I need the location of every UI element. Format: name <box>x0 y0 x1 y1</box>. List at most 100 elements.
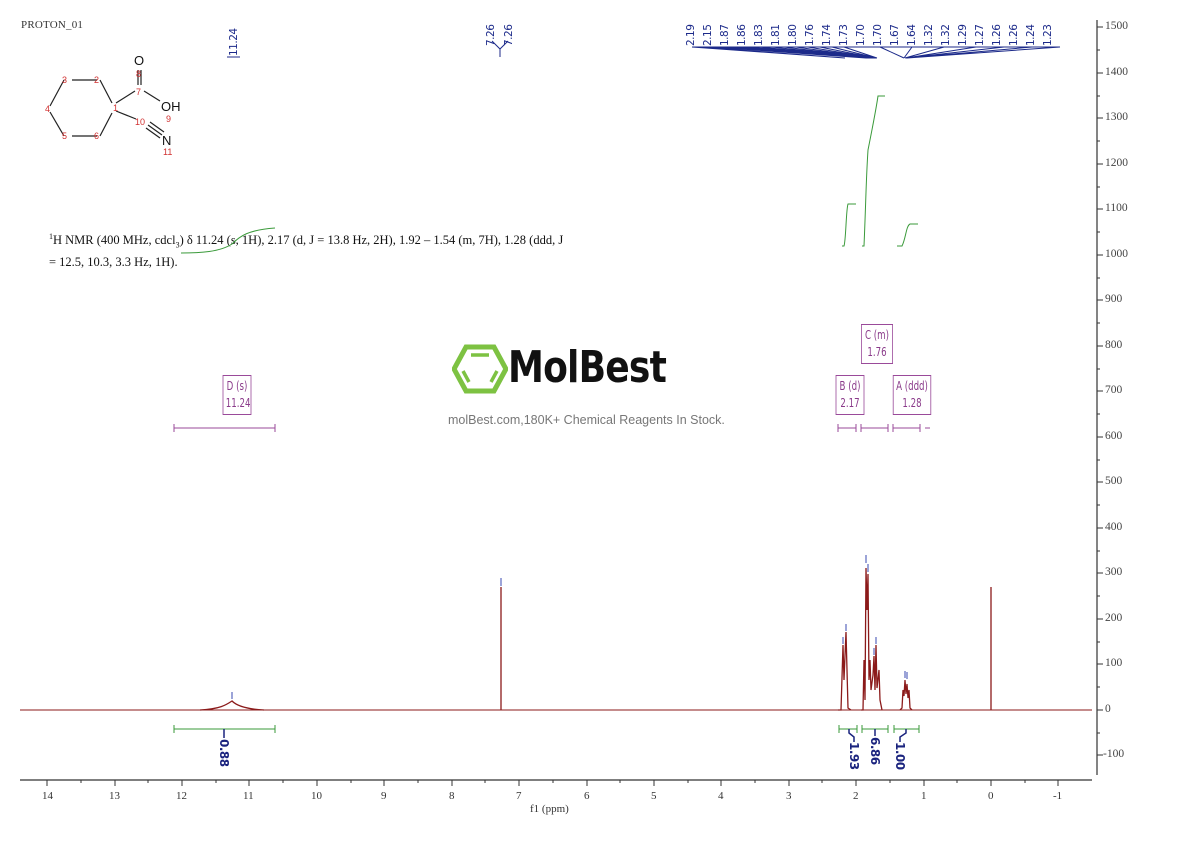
peak-label: 1.80 <box>787 24 799 46</box>
atom-label-1: 1 <box>113 103 118 113</box>
y-tick-label: 700 <box>1105 384 1123 396</box>
desc-text-a: H NMR (400 MHz, cdcl <box>53 233 176 248</box>
integral-range-brackets <box>173 725 920 733</box>
x-tick-label: 9 <box>381 790 387 802</box>
peak-label: 1.86 <box>736 24 748 46</box>
y-tick-label: 1000 <box>1105 248 1128 260</box>
multiplet-d-label: D (s) <box>226 379 248 393</box>
atom-label-5: 5 <box>62 131 67 141</box>
peak-label-7-26a: 7.26 <box>485 24 497 46</box>
atom-label-3: 3 <box>62 75 67 85</box>
y-tick-label: 200 <box>1105 612 1123 624</box>
peak-label: 1.24 <box>1025 24 1037 46</box>
peak-markers <box>231 555 908 699</box>
watermark-brand: MolBest <box>508 342 667 393</box>
y-tick-label: 500 <box>1105 475 1123 487</box>
peak-label: 1.81 <box>770 24 782 46</box>
integral-connectors <box>223 729 907 742</box>
y-tick-label: 100 <box>1105 657 1123 669</box>
x-tick-label: 14 <box>42 790 53 802</box>
x-tick-label: 3 <box>786 790 792 802</box>
x-tick-label: 5 <box>651 790 657 802</box>
peak-label: 1.27 <box>974 24 986 46</box>
y-tick-label: 400 <box>1105 521 1123 533</box>
peak-label: 1.73 <box>838 24 850 46</box>
multiplet-range-brackets <box>173 424 930 432</box>
x-tick-label: 8 <box>449 790 455 802</box>
desc-text-line1: ) δ 11.24 (s, 1H), 2.17 (d, J = 13.8 Hz,… <box>179 233 564 248</box>
desc-text-line2: = 12.5, 10.3, 3.3 Hz, 1H). <box>49 254 178 269</box>
atom-hydroxyl: OH <box>161 99 181 114</box>
peak-label: 1.70 <box>855 24 867 46</box>
multiplet-box-a: A (ddd) 1.28 <box>892 375 932 415</box>
atom-label-7: 7 <box>136 87 141 97</box>
y-tick-label: 0 <box>1105 703 1111 715</box>
peak-label: 1.76 <box>804 24 816 46</box>
x-tick-label: 13 <box>109 790 120 802</box>
peak-label-7-26b: 7.26 <box>503 24 515 46</box>
integral-curves <box>180 95 918 254</box>
atom-label-11: 11 <box>163 147 172 157</box>
peak-label: 1.32 <box>923 24 935 46</box>
watermark-tagline: molBest.com,180K+ Chemical Reagents In S… <box>448 413 725 427</box>
multiplet-c-shift: 1.76 <box>867 345 887 359</box>
multiplet-d-shift: 11.24 <box>225 396 251 410</box>
peak-label: 1.74 <box>821 24 833 46</box>
atom-label-6: 6 <box>94 131 99 141</box>
y-tick-label: 800 <box>1105 339 1123 351</box>
multiplet-c-label: C (m) <box>865 328 889 342</box>
peak-label: 1.64 <box>906 24 918 46</box>
x-tick-label: 4 <box>718 790 724 802</box>
peak-label: 1.26 <box>1008 24 1020 46</box>
multiplet-b-label: B (d) <box>839 379 861 393</box>
x-tick-label: 0 <box>988 790 994 802</box>
integral-value-c: 6.86 <box>868 737 882 765</box>
atom-label-9: 9 <box>166 114 171 124</box>
nucleus-superscript: 1 <box>49 232 53 241</box>
multiplet-a-shift: 1.28 <box>902 396 922 410</box>
x-tick-label: 12 <box>176 790 187 802</box>
multiplet-box-c: C (m) 1.76 <box>861 324 893 364</box>
x-tick-label: 1 <box>921 790 927 802</box>
y-tick-label: 600 <box>1105 430 1123 442</box>
peak-label-11-24: 11.24 <box>228 28 240 56</box>
peak-label: 2.15 <box>702 24 714 46</box>
peak-label: 1.29 <box>957 24 969 46</box>
x-tick-label: 7 <box>516 790 522 802</box>
atom-label-10: 10 <box>135 117 145 127</box>
atom-oxygen-carbonyl: O <box>134 53 144 68</box>
molbest-logo-icon <box>452 344 508 394</box>
peak-label: 1.23 <box>1042 24 1054 46</box>
y-tick-label: 1500 <box>1105 20 1128 32</box>
spectrum-trace <box>199 567 992 711</box>
atom-label-4: 4 <box>45 104 50 114</box>
y-tick-label: 1100 <box>1105 202 1128 214</box>
y-tick-label: 1300 <box>1105 111 1128 123</box>
nmr-description: 1H NMR (400 MHz, cdcl3) δ 11.24 (s, 1H),… <box>49 229 629 270</box>
peak-label: 1.83 <box>753 24 765 46</box>
multiplet-box-d: D (s) 11.24 <box>222 375 252 415</box>
x-tick-label: -1 <box>1053 790 1063 802</box>
integral-value-a: 1.00 <box>893 742 907 770</box>
x-tick-label: 10 <box>311 790 322 802</box>
peak-label: 1.70 <box>872 24 884 46</box>
atom-label-2: 2 <box>94 75 99 85</box>
integral-value-d: 0.88 <box>217 739 231 767</box>
y-tick-label: 300 <box>1105 566 1123 578</box>
y-tick-label: 900 <box>1105 293 1123 305</box>
y-tick-label: 1400 <box>1105 66 1128 78</box>
y-tick-label: 1200 <box>1105 157 1128 169</box>
spectrum-title: PROTON_01 <box>21 19 84 31</box>
multiplet-b-shift: 2.17 <box>840 396 860 410</box>
multiplet-box-b: B (d) 2.17 <box>835 375 865 415</box>
x-axis <box>20 779 1092 786</box>
multiplet-a-label: A (ddd) <box>896 379 928 393</box>
y-tick-label: -100 <box>1103 748 1125 760</box>
atom-label-8: 8 <box>136 69 141 79</box>
molecule-structure: 1 2 3 4 5 6 7 8 9 10 11 O OH N <box>45 53 181 157</box>
integral-value-b: 1.93 <box>847 742 861 770</box>
x-axis-title: f1 (ppm) <box>530 803 569 815</box>
x-tick-label: 11 <box>243 790 254 802</box>
